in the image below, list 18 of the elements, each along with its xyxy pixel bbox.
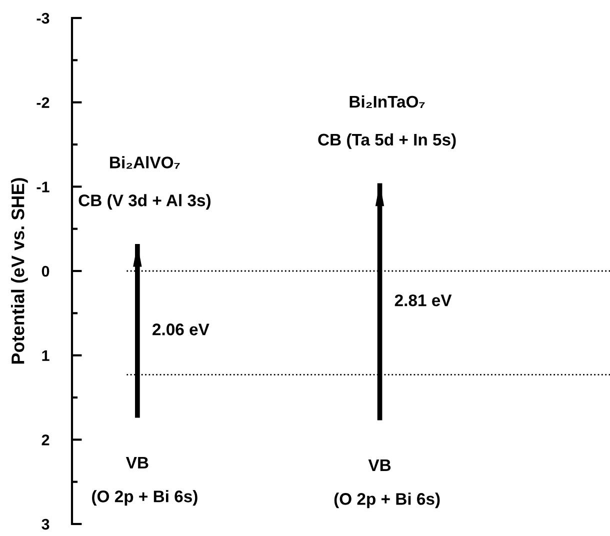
annotation: VB bbox=[126, 456, 148, 468]
annotation: (O 2p + Bi 6s) bbox=[92, 490, 198, 506]
y-tick-label: 2 bbox=[42, 434, 50, 446]
y-tick-label: -1 bbox=[36, 182, 50, 192]
y-tick-label: 3 bbox=[42, 518, 50, 530]
annotation: 2.81 eV bbox=[394, 294, 452, 306]
annotation: (O 2p + Bi 6s) bbox=[334, 492, 440, 508]
y-tick-label: -2 bbox=[36, 97, 50, 108]
y-tick-label: 0 bbox=[42, 266, 50, 277]
annotation: Bi₂AlVO₇ bbox=[110, 156, 180, 169]
annotation: Bi₂InTaO₇ bbox=[350, 95, 425, 108]
annotation: CB (Ta 5d + In 5s) bbox=[318, 133, 456, 149]
annotation: VB bbox=[368, 459, 391, 471]
y-tick-label: 1 bbox=[42, 350, 50, 361]
y-tick-label: -3 bbox=[36, 12, 50, 24]
annotation: 2.06 eV bbox=[152, 324, 210, 336]
annotation: CB (V 3d + Al 3s) bbox=[78, 194, 210, 210]
y-axis-title: Potential (eV vs. SHE) bbox=[11, 178, 28, 364]
